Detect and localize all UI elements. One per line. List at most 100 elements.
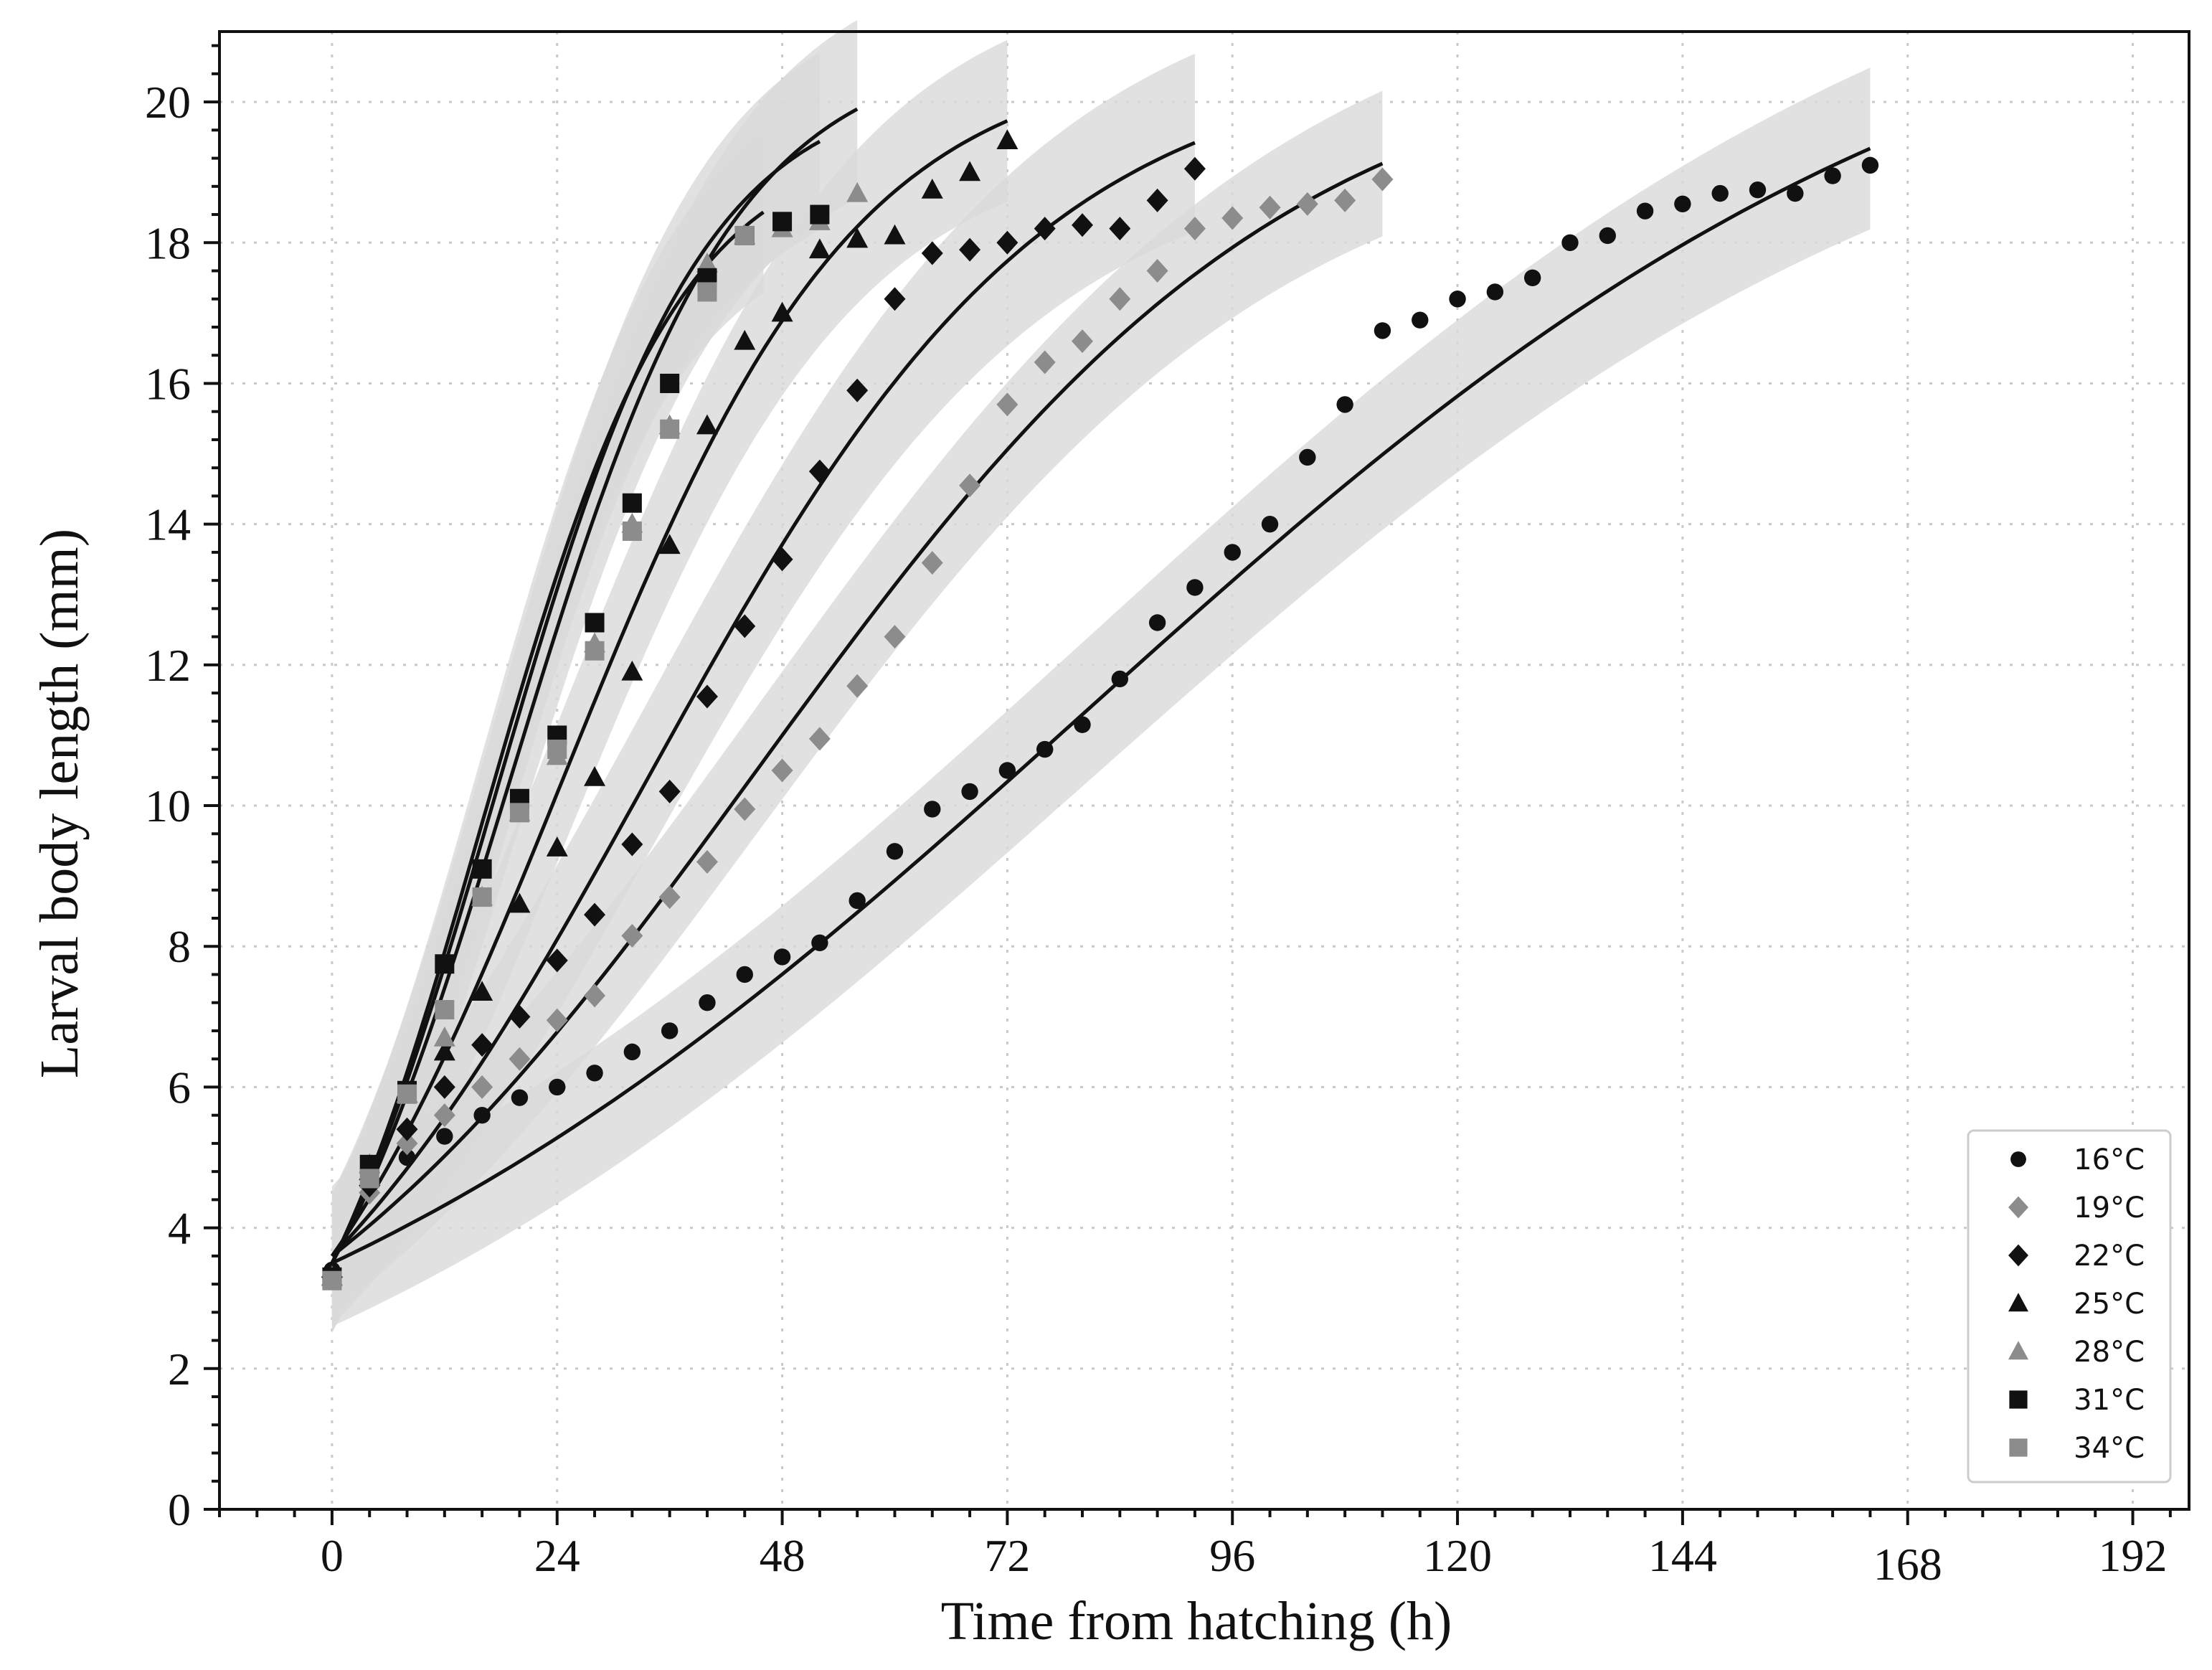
data-point: [433, 1040, 455, 1061]
y-tick-label: 20: [145, 77, 191, 128]
data-point: [621, 832, 643, 857]
fit-curve-31°C: [330, 140, 821, 1264]
data-point: [996, 230, 1018, 255]
data-point: [1599, 227, 1616, 245]
data-point: [886, 843, 904, 860]
data-point: [1259, 195, 1281, 220]
y-tick-label: 18: [145, 217, 191, 268]
data-point: [509, 803, 529, 823]
data-point: [1186, 579, 1204, 596]
y-tick-label: 14: [145, 499, 191, 550]
band-25°C: [331, 39, 1008, 1320]
x-tick-label: 48: [760, 1530, 805, 1581]
data-point: [1674, 195, 1691, 213]
x-tick-label: 96: [1209, 1530, 1255, 1581]
data-point: [921, 178, 943, 199]
x-tick-label: 144: [1648, 1530, 1717, 1581]
data-point: [359, 1169, 379, 1189]
data-point: [1146, 188, 1168, 212]
data-point: [959, 473, 981, 498]
data-point: [1561, 234, 1579, 251]
plot-frame: [218, 30, 2190, 1511]
band-22°C: [331, 53, 1195, 1326]
data-point: [734, 329, 756, 350]
data-point: [1221, 206, 1244, 230]
data-point: [1109, 217, 1131, 241]
data-point: [509, 1004, 531, 1029]
data-point: [1261, 515, 1279, 533]
data-point: [1861, 156, 1879, 174]
x-tick-label: 120: [1423, 1530, 1492, 1581]
data-points: [321, 129, 1879, 1291]
data-point: [397, 1084, 417, 1104]
data-point: [472, 887, 492, 907]
data-point: [1636, 202, 1654, 220]
x-tick-label: 72: [984, 1530, 1030, 1581]
legend-item-34°C: 34°C: [2009, 1432, 2145, 1465]
data-point: [658, 779, 681, 803]
data-point: [621, 924, 643, 948]
x-tick-label: 192: [2099, 1530, 2168, 1581]
data-point: [959, 237, 981, 262]
data-point: [546, 948, 568, 973]
data-point: [584, 902, 606, 927]
data-point: [658, 534, 681, 555]
data-point: [772, 212, 793, 232]
legend-marker: [2008, 1244, 2028, 1267]
data-point: [808, 459, 831, 483]
x-tick-label: 168: [1873, 1539, 1942, 1590]
y-axis-title: Larval body length (mm): [29, 529, 90, 1078]
data-point: [1146, 259, 1168, 283]
data-point: [846, 181, 869, 202]
data-point: [921, 551, 943, 575]
data-point: [846, 378, 869, 402]
data-point: [1299, 448, 1316, 466]
fit-curve-19°C: [331, 161, 1384, 1258]
legend-label: 28°C: [2074, 1336, 2145, 1369]
y-tick-label: 12: [145, 640, 191, 691]
data-point: [511, 1089, 529, 1106]
data-point: [623, 1043, 641, 1061]
data-point: [509, 892, 531, 913]
data-point: [734, 797, 756, 821]
x-tick-label: 0: [321, 1530, 344, 1581]
y-tick-label: 16: [145, 358, 191, 409]
data-point: [586, 1065, 603, 1082]
data-point: [435, 1000, 455, 1020]
data-point: [547, 740, 567, 760]
data-point: [433, 1027, 455, 1047]
data-point: [546, 1008, 568, 1032]
data-point: [1449, 291, 1466, 308]
data-point: [1523, 269, 1541, 287]
y-tick-label: 2: [168, 1344, 191, 1395]
data-point: [549, 1078, 566, 1096]
data-point: [884, 224, 906, 245]
data-point: [696, 252, 718, 273]
data-point: [1824, 167, 1841, 184]
data-point: [808, 238, 831, 259]
data-point: [734, 614, 756, 638]
legend-marker: [2008, 1341, 2028, 1360]
legend-marker: [2009, 1438, 2028, 1457]
data-point: [1787, 184, 1804, 202]
data-point: [509, 1047, 531, 1071]
legend-item-28°C: 28°C: [2008, 1336, 2145, 1369]
x-tick-label: 24: [534, 1530, 580, 1581]
data-point: [808, 727, 831, 751]
data-point: [998, 762, 1016, 779]
legend-label: 25°C: [2074, 1288, 2145, 1321]
legend-marker: [2008, 1293, 2028, 1312]
y-tick-label: 10: [145, 780, 191, 831]
data-point: [810, 204, 830, 225]
data-point: [884, 287, 906, 311]
data-point: [546, 836, 568, 857]
legend: 16°C 19°C 22°C 25°C 28°C 31°C 34°C: [1967, 1129, 2172, 1483]
data-point: [959, 161, 981, 181]
data-point: [699, 994, 716, 1011]
data-point: [660, 419, 680, 439]
y-tick-label: 0: [168, 1484, 191, 1535]
legend-marker: [2009, 1390, 2028, 1409]
data-point: [811, 934, 828, 952]
data-point: [1374, 322, 1391, 339]
data-point: [846, 674, 869, 698]
